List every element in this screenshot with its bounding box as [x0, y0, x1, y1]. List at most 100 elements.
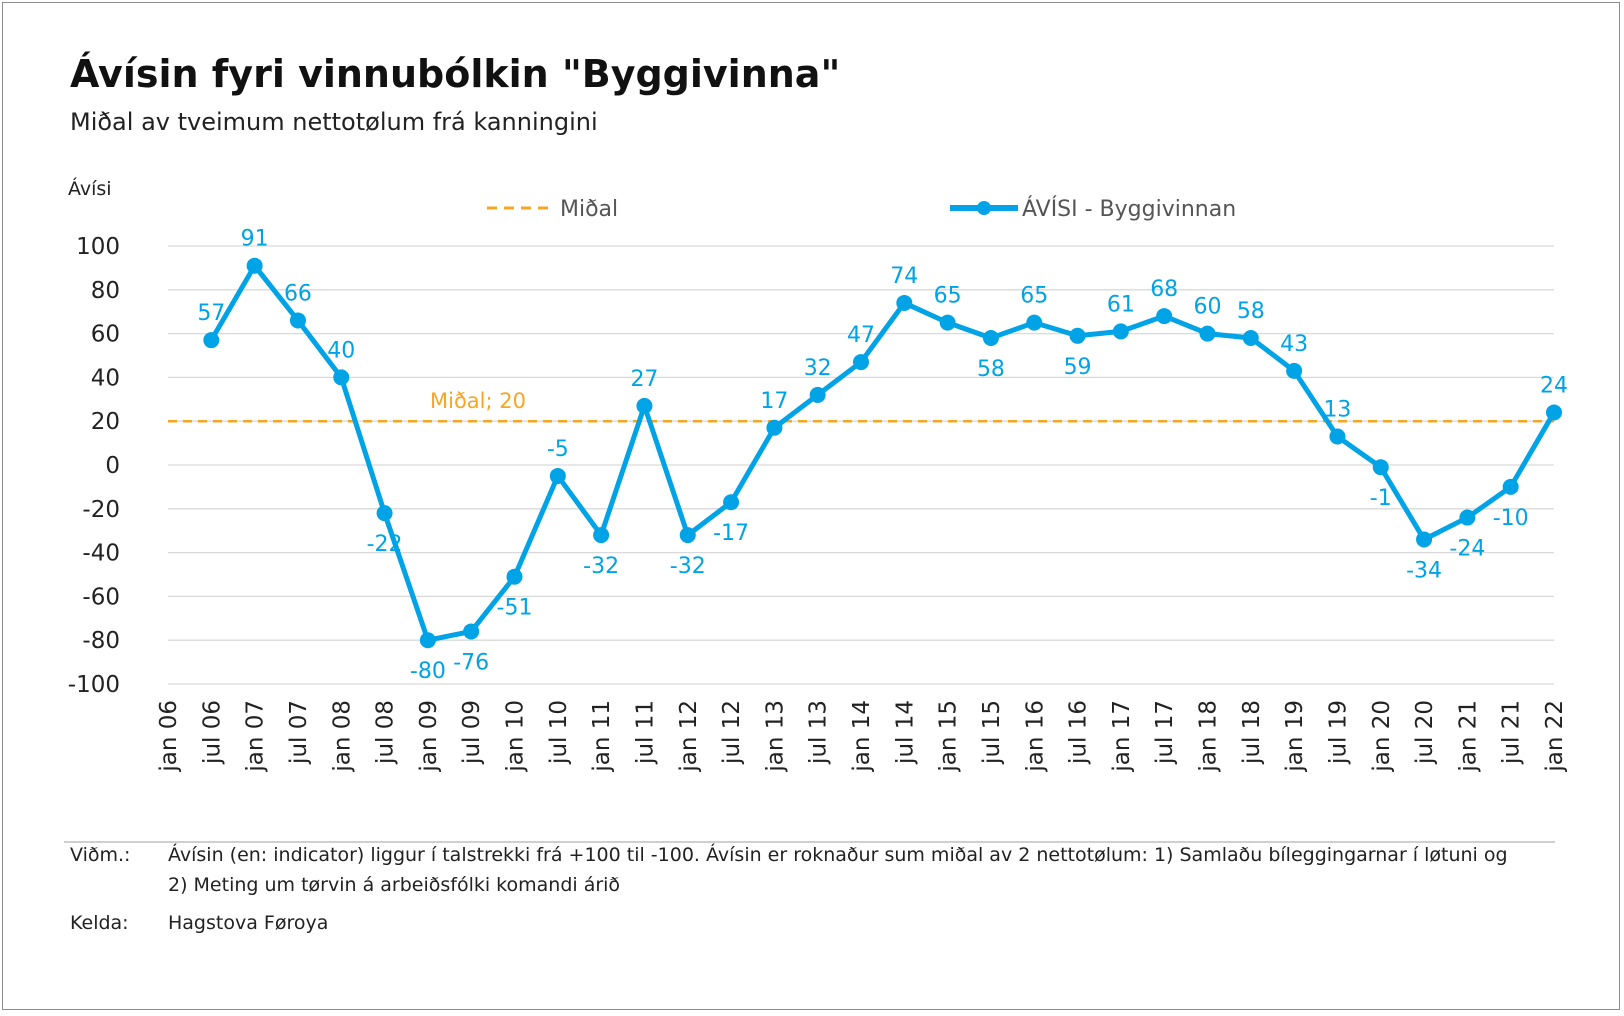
data-label: -17 [713, 521, 749, 546]
x-tick-label: jul 15 [979, 700, 1005, 765]
x-tick-label: jul 20 [1412, 700, 1438, 765]
x-tick-label: jul 14 [892, 700, 918, 765]
x-tick-label: jan 15 [936, 700, 962, 773]
data-point [766, 419, 783, 436]
x-tick-label: jan 10 [503, 700, 529, 773]
data-point [1372, 459, 1389, 476]
data-point [506, 568, 523, 585]
data-point [679, 527, 696, 544]
data-label: 68 [1150, 277, 1178, 302]
x-tick-label: jul 07 [286, 700, 312, 765]
data-label: -34 [1406, 558, 1442, 583]
note-row: Viðm.: Ávísin (en: indicator) liggur í t… [64, 840, 1564, 900]
x-tick-label: jan 09 [416, 700, 442, 773]
data-point [1416, 531, 1433, 548]
y-tick-label: -80 [82, 628, 120, 654]
x-tick-label: jan 13 [762, 700, 788, 773]
data-point [419, 632, 436, 649]
source-text: Hagstova Føroya [168, 912, 329, 934]
data-point [1156, 308, 1173, 325]
data-point [809, 386, 826, 403]
data-point [982, 329, 999, 346]
x-tick-label: jan 22 [1542, 700, 1568, 773]
x-tick-label: jul 08 [373, 700, 399, 765]
y-tick-label: 20 [91, 409, 120, 435]
data-point [939, 314, 956, 331]
data-label: -5 [547, 437, 569, 462]
x-tick-label: jan 06 [156, 700, 182, 773]
x-tick-label: jan 19 [1282, 700, 1308, 773]
data-point [1069, 327, 1086, 344]
y-axis-label: Ávísi [68, 177, 112, 200]
data-label: 65 [1020, 284, 1048, 309]
data-point [593, 527, 610, 544]
x-tick-label: jul 21 [1499, 700, 1525, 765]
data-label: 61 [1107, 292, 1135, 317]
data-point [1546, 404, 1562, 421]
data-point [896, 294, 913, 311]
data-label: 60 [1194, 295, 1222, 320]
data-label: 47 [847, 323, 875, 348]
x-tick-label: jan 21 [1455, 700, 1481, 773]
x-tick-label: jul 18 [1239, 700, 1265, 765]
data-point [549, 467, 566, 484]
source-label: Kelda: [70, 912, 129, 934]
data-point [333, 369, 350, 386]
y-tick-labels: 100 80 60 40 20 0 -20 -40 -60 -80 -100 [68, 234, 120, 698]
x-tick-label: jan 14 [849, 700, 875, 773]
x-tick-label: jan 08 [329, 700, 355, 773]
legend-reference-label: Miðal [560, 197, 618, 222]
y-tick-label: -60 [82, 584, 120, 610]
y-tick-label: -20 [82, 497, 120, 523]
y-tick-label: -40 [82, 541, 120, 567]
reference-line-group: Miðal; 20 [168, 389, 1554, 423]
data-point [723, 494, 740, 511]
data-label: 59 [1064, 355, 1092, 380]
data-label: -24 [1449, 537, 1485, 562]
data-point [463, 623, 480, 640]
data-point [1502, 478, 1519, 495]
gridlines [168, 245, 1554, 685]
y-tick-label: 0 [105, 453, 120, 479]
series-group: 57 91 66 40 -22 -80 -76 -51 -5 -32 27 -32 -17 17 32 47 7… [197, 227, 1568, 684]
data-label: 91 [241, 227, 269, 252]
x-tick-label: jan 17 [1109, 700, 1135, 773]
data-point [289, 312, 306, 329]
data-point [376, 505, 393, 522]
data-label: 24 [1540, 373, 1568, 398]
data-label: -32 [670, 554, 706, 579]
data-point [1112, 323, 1129, 340]
data-point [1286, 362, 1303, 379]
data-label: 58 [977, 357, 1005, 382]
data-label: -22 [367, 532, 403, 557]
data-label: 32 [804, 356, 832, 381]
legend-series-label: ÁVÍSI - Byggivinnan [1022, 196, 1236, 222]
data-label: 74 [890, 264, 918, 289]
data-point [853, 354, 869, 371]
data-label: -1 [1370, 486, 1392, 511]
x-tick-label: jul 12 [719, 700, 745, 765]
data-label: 27 [630, 367, 658, 392]
x-tick-label: jan 12 [676, 700, 702, 773]
y-tick-label: 60 [91, 322, 120, 348]
data-label: 57 [197, 301, 225, 326]
source-row: Kelda: Hagstova Føroya [64, 908, 1564, 938]
x-tick-label: jul 11 [632, 700, 658, 765]
data-point [636, 397, 653, 414]
y-tick-label: 80 [91, 278, 120, 304]
series-line [208, 263, 1557, 643]
x-tick-label: jul 13 [806, 700, 832, 765]
reference-line-label: Miðal; 20 [430, 389, 526, 413]
x-tick-label: jan 11 [589, 700, 615, 773]
data-label: -80 [410, 659, 446, 684]
x-tick-label: jan 20 [1369, 700, 1395, 773]
data-point [1026, 314, 1043, 331]
chart-subtitle: Miðal av tveimum nettotølum frá kanningi… [70, 108, 598, 136]
x-tick-label: jul 16 [1066, 700, 1092, 765]
data-label: 58 [1237, 299, 1265, 324]
note-text: Ávísin (en: indicator) liggur í talstrek… [168, 844, 1508, 896]
x-tick-label: jan 18 [1196, 700, 1222, 773]
x-tick-label: jul 19 [1325, 700, 1351, 765]
